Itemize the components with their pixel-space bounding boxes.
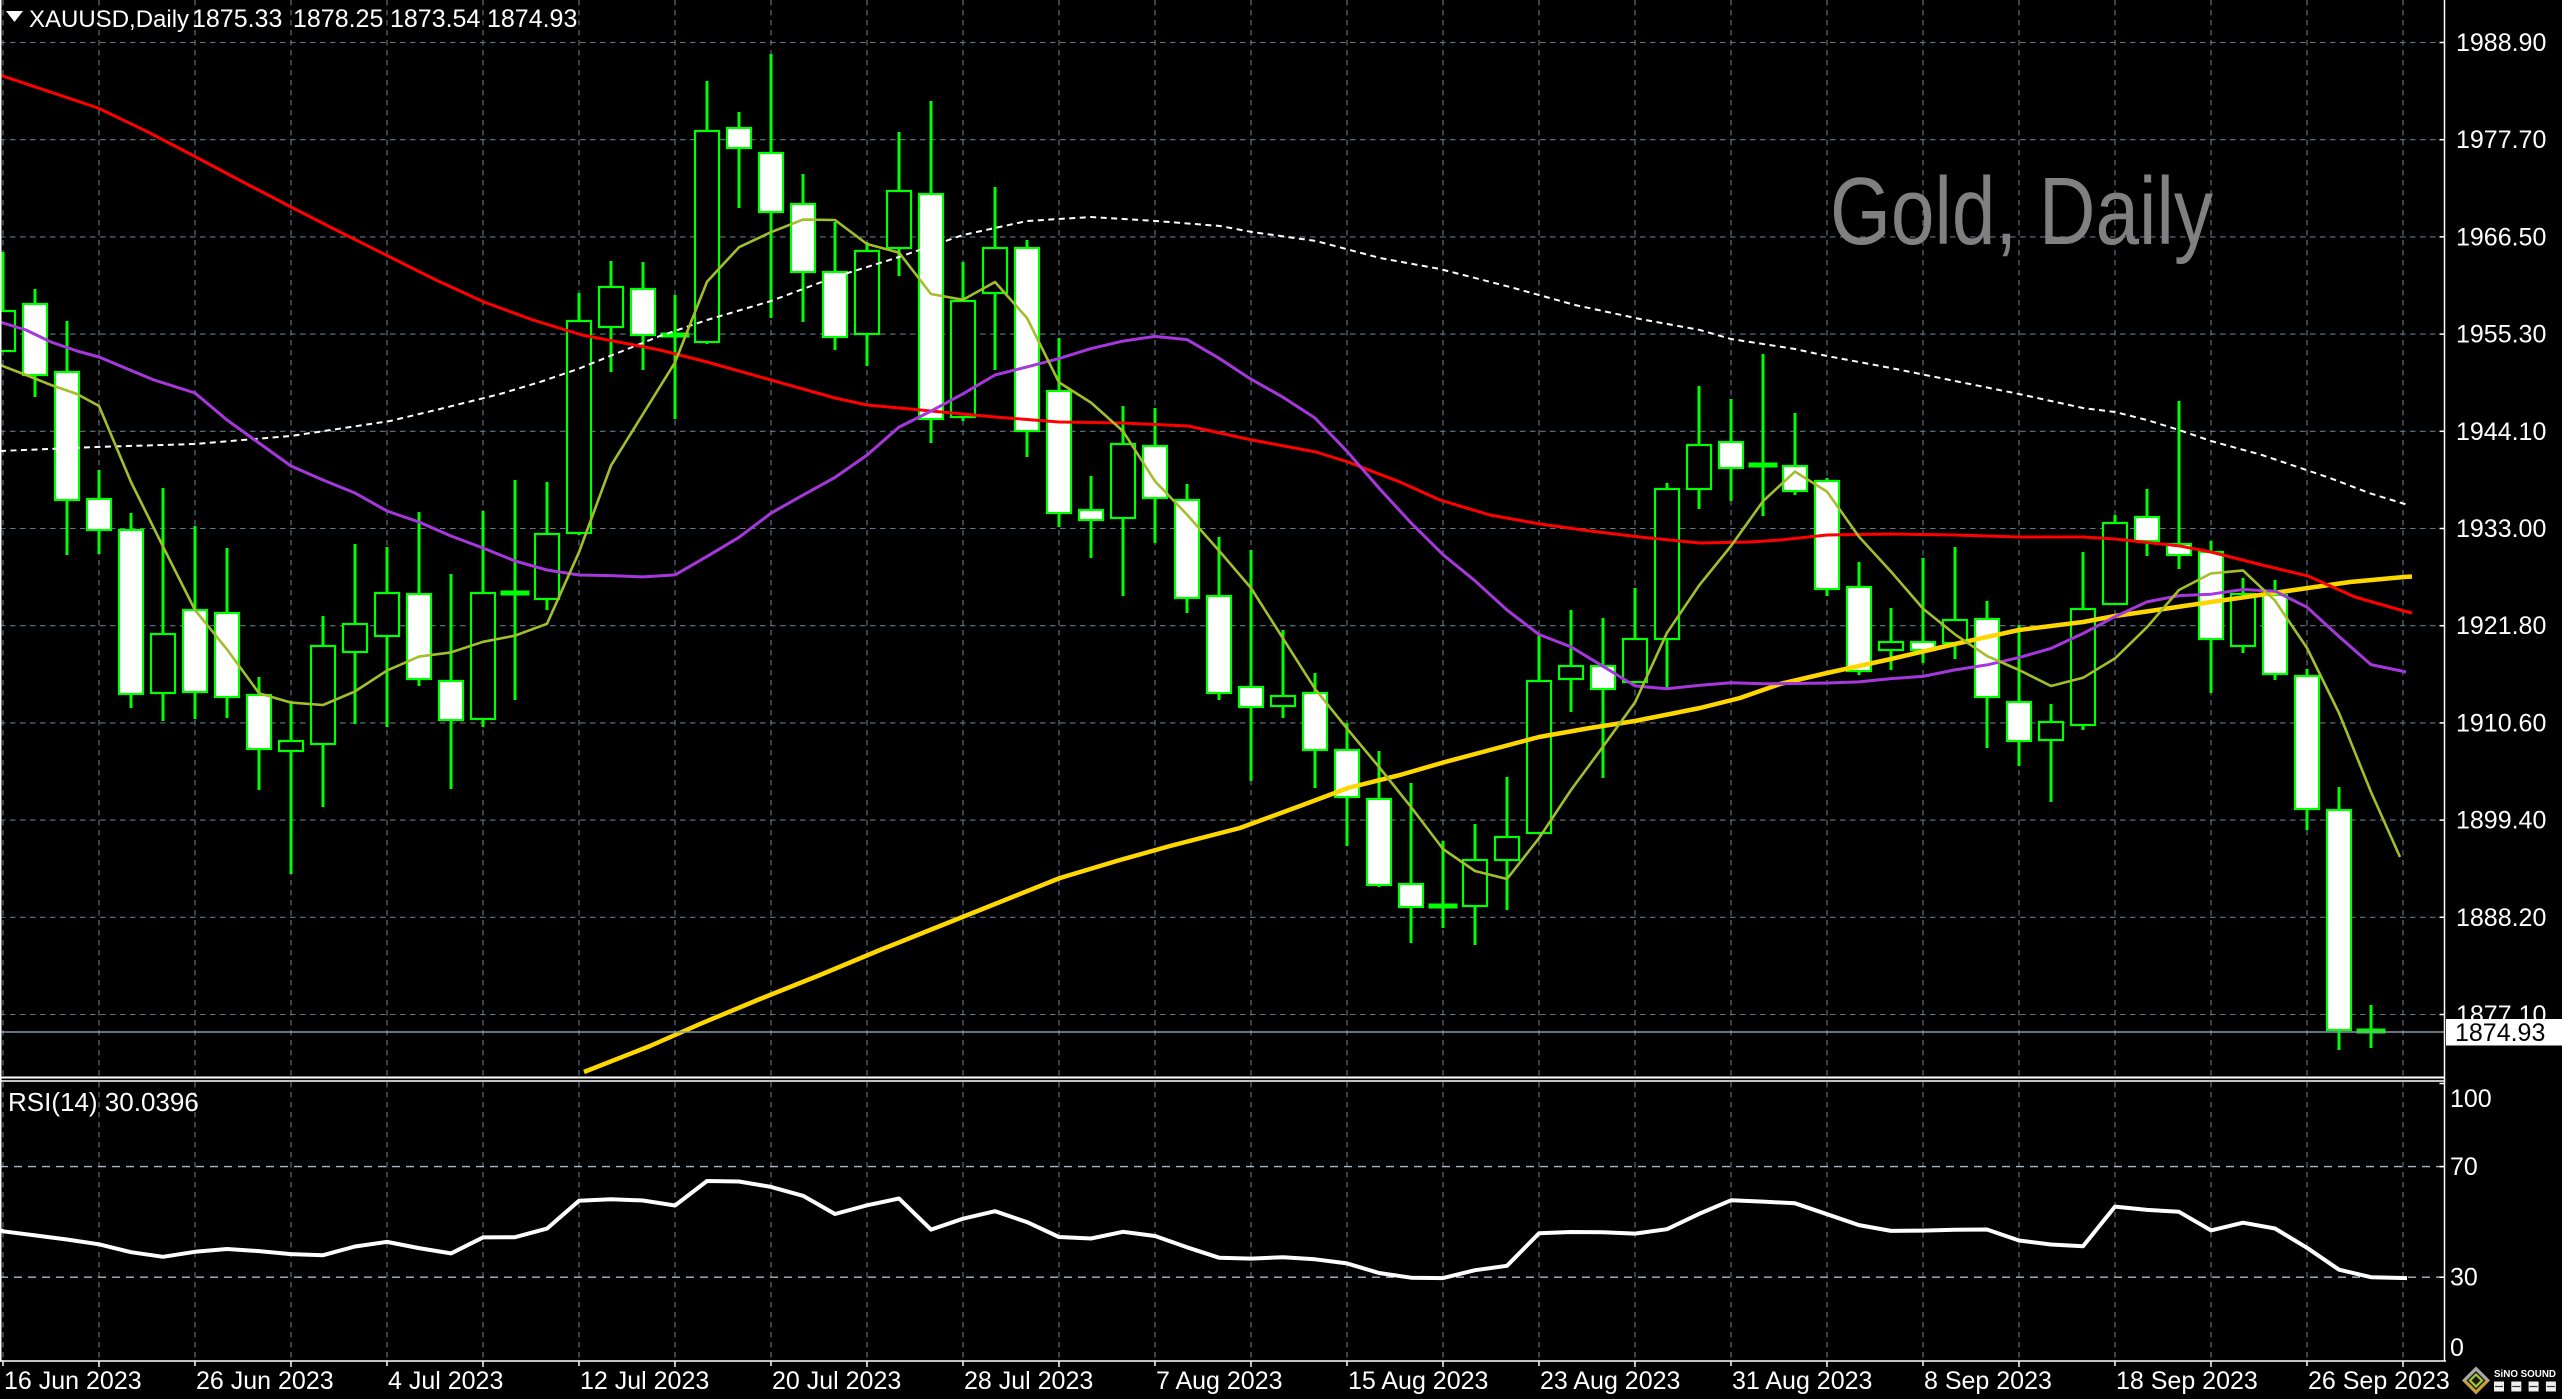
svg-text:1933.00: 1933.00	[2456, 515, 2546, 543]
svg-text:30: 30	[2450, 1264, 2478, 1292]
svg-text:12 Jul 2023: 12 Jul 2023	[580, 1367, 709, 1395]
svg-text:1977.70: 1977.70	[2456, 126, 2546, 154]
svg-text:1878.25: 1878.25	[293, 5, 383, 33]
svg-text:16 Jun 2023: 16 Jun 2023	[4, 1367, 142, 1395]
svg-text:Gold, Daily: Gold, Daily	[1830, 158, 2213, 265]
svg-text:26 Sep 2023: 26 Sep 2023	[2308, 1367, 2450, 1395]
svg-text:1875.33: 1875.33	[192, 5, 282, 33]
svg-text:70: 70	[2450, 1153, 2478, 1181]
svg-text:1988.90: 1988.90	[2456, 29, 2546, 57]
svg-text:28 Jul 2023: 28 Jul 2023	[964, 1367, 1093, 1395]
svg-text:1944.10: 1944.10	[2456, 418, 2546, 446]
svg-text:1888.20: 1888.20	[2456, 904, 2546, 932]
svg-text:1910.60: 1910.60	[2456, 709, 2546, 737]
svg-text:8 Sep 2023: 8 Sep 2023	[1924, 1367, 2052, 1395]
svg-text:7 Aug 2023: 7 Aug 2023	[1156, 1367, 1283, 1395]
svg-text:XAUUSD,Daily: XAUUSD,Daily	[29, 6, 189, 33]
svg-text:0: 0	[2450, 1334, 2464, 1362]
svg-text:1873.54: 1873.54	[390, 5, 480, 33]
svg-text:1955.30: 1955.30	[2456, 321, 2546, 349]
svg-text:RSI(14) 30.0396: RSI(14) 30.0396	[8, 1087, 199, 1117]
svg-text:18 Sep 2023: 18 Sep 2023	[2116, 1367, 2258, 1395]
svg-text:15 Aug 2023: 15 Aug 2023	[1348, 1367, 1488, 1395]
svg-text:1966.50: 1966.50	[2456, 223, 2546, 251]
svg-text:20 Jul 2023: 20 Jul 2023	[772, 1367, 901, 1395]
svg-text:23 Aug 2023: 23 Aug 2023	[1540, 1367, 1680, 1395]
svg-text:4 Jul 2023: 4 Jul 2023	[388, 1367, 503, 1395]
svg-text:100: 100	[2450, 1085, 2492, 1113]
svg-text:31 Aug 2023: 31 Aug 2023	[1732, 1367, 1872, 1395]
svg-text:1874.93: 1874.93	[487, 5, 577, 33]
svg-text:SiNO SOUND: SiNO SOUND	[2494, 1368, 2556, 1380]
svg-text:1874.93: 1874.93	[2455, 1019, 2545, 1047]
svg-text:26 Jun 2023: 26 Jun 2023	[196, 1367, 334, 1395]
svg-text:1899.40: 1899.40	[2456, 807, 2546, 835]
svg-text:1921.80: 1921.80	[2456, 612, 2546, 640]
